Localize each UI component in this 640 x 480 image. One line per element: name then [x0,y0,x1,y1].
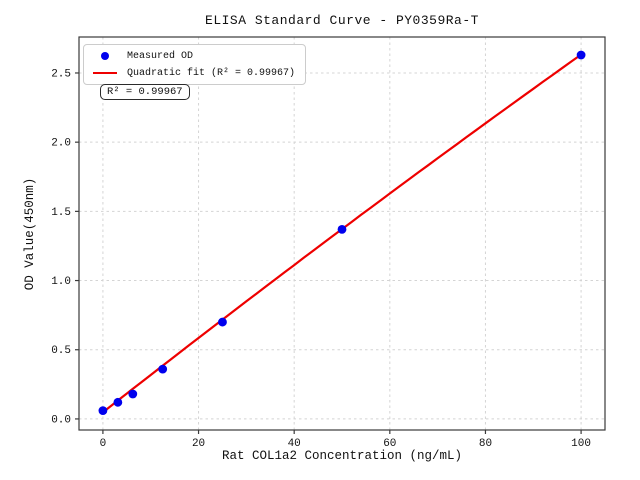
chart-title: ELISA Standard Curve - PY0359Ra-T [205,13,479,28]
data-point [158,364,168,374]
axes-spines [78,36,606,431]
line-marker-icon [93,72,117,74]
y-tick-label: 0.5 [51,345,71,357]
data-point [337,224,347,234]
y-tick-label: 2.5 [51,68,71,80]
x-tick-label: 40 [288,438,301,450]
legend-label-quadratic-fit: Quadratic fit (R² = 0.99967) [127,67,296,79]
x-tick-label: 100 [571,438,591,450]
legend-marker-area [91,52,119,60]
x-tick-label: 60 [383,438,396,450]
x-tick-label: 0 [100,438,107,450]
legend-item-quadratic-fit: Quadratic fit (R² = 0.99967) [91,66,295,80]
data-point [113,397,123,407]
x-tick-label: 80 [479,438,492,450]
scatter-marker-icon [101,52,109,60]
x-axis-label: Rat COL1a2 Concentration (ng/mL) [221,449,463,463]
legend-marker-area [91,72,119,74]
legend-box: Measured OD Quadratic fit (R² = 0.99967) [83,44,307,85]
y-tick-label: 0.0 [51,414,71,426]
legend-label-measured-od: Measured OD [127,50,194,62]
y-tick-label: 1.5 [51,207,71,219]
r-squared-annotation: R² = 0.99967 [100,84,190,100]
x-tick-label: 20 [192,438,205,450]
y-tick-label: 2.0 [51,138,71,150]
data-point [218,317,227,327]
data-point [576,50,586,60]
data-point [98,406,108,416]
y-axis-label: OD Value(450nm) [23,177,37,291]
data-point [128,389,138,399]
legend-item-measured-od: Measured OD [91,49,295,63]
y-tick-label: 1.0 [51,276,71,288]
